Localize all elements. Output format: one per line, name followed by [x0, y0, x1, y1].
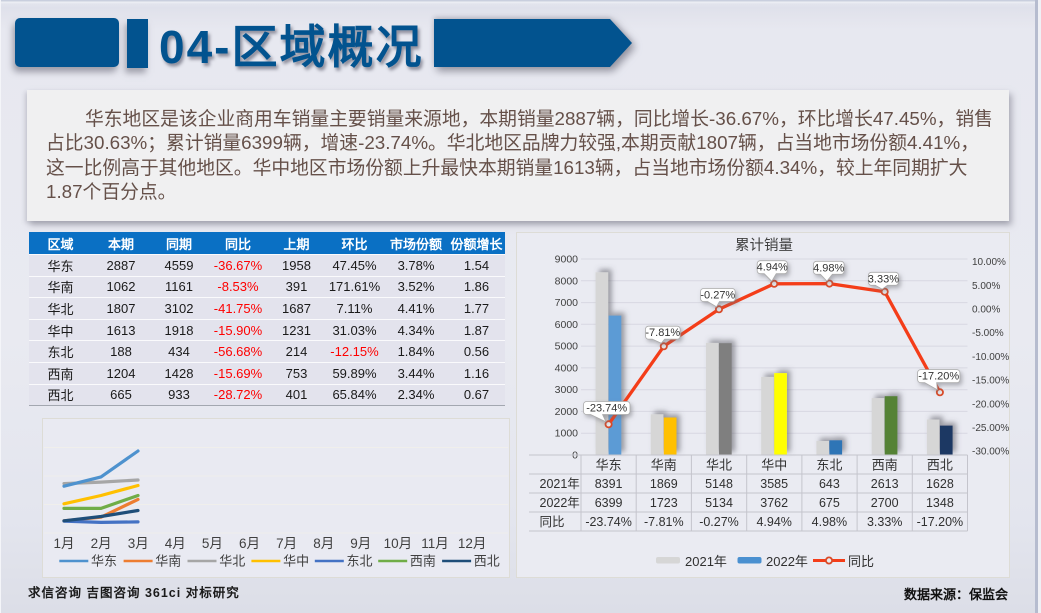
svg-text:华南: 华南	[651, 458, 677, 473]
svg-text:4.94%: 4.94%	[756, 515, 791, 529]
svg-text:643: 643	[819, 477, 840, 491]
svg-text:西北: 西北	[474, 554, 500, 569]
svg-text:同比: 同比	[848, 554, 874, 569]
svg-text:2月: 2月	[91, 536, 112, 551]
svg-text:4.98%: 4.98%	[812, 515, 847, 529]
svg-text:3.33%: 3.33%	[868, 273, 899, 285]
svg-text:华中: 华中	[283, 554, 309, 569]
svg-text:5134: 5134	[705, 496, 733, 510]
svg-text:-5.00%: -5.00%	[972, 328, 1004, 339]
svg-text:-7.81%: -7.81%	[645, 327, 680, 339]
svg-text:华东: 华东	[91, 554, 117, 569]
svg-text:0.00%: 0.00%	[972, 305, 1000, 316]
svg-text:5.00%: 5.00%	[972, 281, 1000, 292]
svg-text:12月: 12月	[458, 536, 487, 551]
svg-text:6399: 6399	[595, 496, 623, 510]
svg-text:675: 675	[819, 496, 840, 510]
svg-text:4.98%: 4.98%	[813, 262, 844, 274]
svg-text:西南: 西南	[872, 458, 898, 473]
svg-text:华北: 华北	[706, 458, 732, 473]
svg-text:2000: 2000	[555, 406, 579, 418]
svg-text:8391: 8391	[595, 477, 623, 491]
svg-text:2700: 2700	[871, 496, 899, 510]
svg-text:2021年: 2021年	[540, 477, 580, 491]
svg-text:6000: 6000	[555, 319, 579, 331]
svg-text:7月: 7月	[276, 536, 297, 551]
svg-text:-0.27%: -0.27%	[699, 515, 739, 529]
svg-text:-23.74%: -23.74%	[585, 515, 632, 529]
svg-text:-23.74%: -23.74%	[586, 403, 627, 415]
svg-text:东北: 东北	[816, 458, 842, 473]
svg-text:1348: 1348	[926, 496, 954, 510]
svg-text:8000: 8000	[555, 275, 579, 287]
svg-text:10月: 10月	[384, 536, 413, 551]
svg-text:华中: 华中	[761, 458, 787, 473]
svg-text:-17.20%: -17.20%	[918, 371, 959, 383]
svg-text:6月: 6月	[239, 536, 260, 551]
svg-text:-25.00%: -25.00%	[972, 423, 1009, 434]
svg-text:4月: 4月	[165, 536, 186, 551]
svg-text:4.94%: 4.94%	[757, 262, 788, 274]
svg-text:7000: 7000	[555, 297, 579, 309]
svg-text:东北: 东北	[347, 554, 373, 569]
svg-text:华南: 华南	[155, 554, 181, 569]
svg-text:-10.00%: -10.00%	[972, 352, 1009, 363]
svg-text:西南: 西南	[410, 554, 436, 569]
svg-text:-0.27%: -0.27%	[700, 290, 735, 302]
svg-text:3.33%: 3.33%	[867, 515, 902, 529]
svg-text:9000: 9000	[555, 254, 579, 266]
svg-text:2022年: 2022年	[766, 554, 808, 569]
svg-text:华东: 华东	[596, 458, 622, 473]
svg-text:5148: 5148	[705, 477, 733, 491]
svg-text:-17.20%: -17.20%	[917, 515, 964, 529]
svg-text:-20.00%: -20.00%	[972, 399, 1009, 410]
svg-text:1723: 1723	[650, 496, 678, 510]
svg-text:4000: 4000	[555, 362, 579, 374]
svg-text:1000: 1000	[555, 428, 579, 440]
svg-text:10.00%: 10.00%	[972, 257, 1006, 268]
svg-text:同比: 同比	[540, 515, 565, 529]
svg-text:-7.81%: -7.81%	[644, 515, 684, 529]
svg-text:-30.00%: -30.00%	[972, 447, 1009, 458]
svg-text:8月: 8月	[313, 536, 334, 551]
svg-text:1628: 1628	[926, 477, 954, 491]
svg-text:2613: 2613	[871, 477, 899, 491]
svg-text:累计销量: 累计销量	[735, 237, 793, 254]
svg-text:3585: 3585	[760, 477, 788, 491]
svg-text:1月: 1月	[53, 536, 74, 551]
svg-text:3762: 3762	[760, 496, 788, 510]
svg-text:1869: 1869	[650, 477, 678, 491]
svg-text:5000: 5000	[555, 341, 579, 353]
svg-text:-15.00%: -15.00%	[972, 376, 1009, 387]
svg-text:3000: 3000	[555, 384, 579, 396]
svg-text:3月: 3月	[128, 536, 149, 551]
svg-text:2021年: 2021年	[685, 554, 727, 569]
svg-text:9月: 9月	[350, 536, 371, 551]
svg-text:西北: 西北	[927, 458, 953, 473]
svg-text:5月: 5月	[202, 536, 223, 551]
svg-text:2022年: 2022年	[540, 496, 580, 510]
svg-text:11月: 11月	[421, 536, 449, 551]
svg-text:华北: 华北	[219, 554, 245, 569]
